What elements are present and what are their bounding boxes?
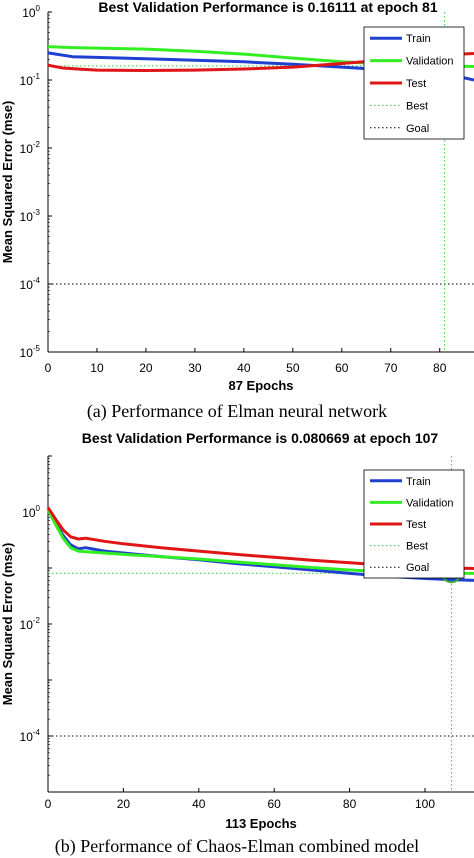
x-tick-label: 0 [45,361,52,375]
x-axis-label: 113 Epochs [225,816,297,831]
x-tick-label: 40 [192,797,206,811]
x-tick-label: 10 [90,361,104,375]
legend: Train Validation Test Best Goal [363,26,465,140]
x-tick-label: 0 [45,797,52,811]
figure-caption: (b) Performance of Chaos-Elman combined … [55,836,419,857]
x-tick-label: 40 [237,361,251,375]
y-tick-label: 10-4 [20,276,41,292]
legend-label-validation: Validation [406,497,454,509]
legend-label-train: Train [406,33,431,45]
y-tick-label: 10-3 [20,208,41,224]
legend-label-train: Train [406,476,431,488]
legend-label-goal: Goal [406,562,429,574]
chart-a: 0 10 20 30 40 50 60 70 80 10-5 10-4 10-3 10-2 10-1 100… [0,0,474,422]
x-tick-label: 30 [188,361,202,375]
y-tick-label: 10-2 [20,140,41,156]
y-tick-label: 10-5 [20,344,41,360]
legend-label-goal: Goal [406,123,429,135]
x-tick-label: 70 [384,361,398,375]
legend: Train Validation Test Best Goal [363,469,465,579]
x-tick-label: 20 [117,797,131,811]
x-tick-label: 60 [335,361,349,375]
chart-title: Best Validation Performance is 0.080669 … [82,430,439,446]
y-tick-label: 10-4 [20,728,41,744]
x-axis-label: 87 Epochs [228,378,293,393]
y-tick-label: 100 [22,504,40,520]
chart-title: Best Validation Performance is 0.16111 a… [98,0,437,15]
chart-b: 0 20 40 60 80 100 10-4 10-2 100 Best Validation P… [0,430,474,857]
x-tick-label: 50 [286,361,300,375]
y-axis-label: Mean Squared Error (mse) [0,543,15,706]
legend-label-best: Best [406,541,428,553]
y-tick-label: 10-2 [20,616,41,632]
y-tick-label: 100 [22,4,40,20]
legend-label-best: Best [406,100,428,112]
x-tick-label: 20 [139,361,153,375]
legend-label-validation: Validation [406,56,454,68]
y-tick-label: 10-1 [20,72,41,88]
x-tick-label: 60 [268,797,282,811]
y-axis-label: Mean Squared Error (mse) [0,101,15,264]
x-tick-label: 100 [415,797,435,811]
x-tick-label: 80 [343,797,357,811]
figure-caption: (a) Performance of Elman neural network [87,401,387,422]
legend-label-test: Test [406,78,426,90]
legend-label-test: Test [406,519,426,531]
x-tick-label: 80 [433,361,447,375]
